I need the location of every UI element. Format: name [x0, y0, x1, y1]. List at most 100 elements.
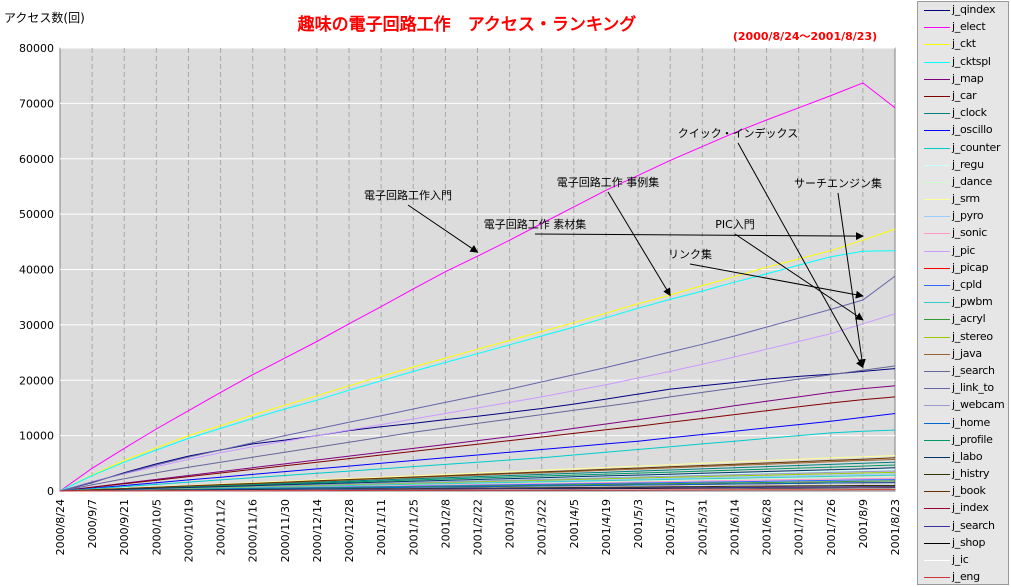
- legend-item: j_search: [918, 518, 1008, 535]
- x-tick-label: 2001/1/25: [407, 499, 420, 555]
- legend-swatch: [924, 525, 950, 527]
- legend-swatch: [924, 370, 950, 372]
- series-line-j-oscillo: [59, 413, 896, 492]
- x-tick-label: 2000/9/7: [86, 499, 99, 548]
- legend-label: j_pwbm: [952, 295, 993, 309]
- y-tick-label: 30000: [19, 319, 54, 332]
- series-line-j-ckt: [59, 228, 896, 492]
- legend-swatch: [924, 439, 950, 441]
- annotation-arrow: [607, 191, 671, 297]
- legend-swatch: [924, 542, 950, 544]
- x-tick-label: 2001/1/11: [375, 499, 388, 555]
- legend-swatch: [924, 474, 950, 476]
- annotation-arrow: [734, 233, 864, 321]
- legend-item: j_ic: [918, 552, 1008, 569]
- y-axis-label: アクセス数(回): [4, 10, 85, 25]
- legend-label: j_clock: [952, 106, 987, 120]
- legend-label: j_eng: [952, 570, 980, 584]
- legend-item: j_pyro: [918, 208, 1008, 225]
- legend-label: j_profile: [952, 432, 993, 446]
- legend-label: j_cktspl: [952, 54, 991, 68]
- legend-item: j_java: [918, 346, 1008, 363]
- series-line-j-pic: [59, 313, 896, 492]
- legend-label: j_map: [952, 71, 984, 85]
- legend-item: j_dance: [918, 174, 1008, 191]
- x-tick-label: 2001/2/22: [472, 499, 485, 555]
- legend-swatch: [924, 250, 950, 252]
- y-tick-labels: 0 10000 20000 30000 40000 50000 60000 70000 8000…: [19, 42, 54, 498]
- x-tick-label: 2000/12/14: [311, 499, 324, 562]
- legend-item: j_histry: [918, 466, 1008, 483]
- annotation-label: リンク集: [668, 247, 712, 261]
- legend-item: j_stereo: [918, 329, 1008, 346]
- x-tick-label: 2001/2/8: [439, 499, 452, 548]
- legend-item: j_home: [918, 415, 1008, 432]
- legend-label: j_srm: [952, 192, 980, 206]
- legend-swatch: [924, 164, 950, 166]
- legend-label: j_index: [952, 501, 989, 515]
- legend-item: j_clock: [918, 105, 1008, 122]
- legend-label: j_java: [952, 346, 982, 360]
- legend-swatch: [924, 10, 950, 11]
- series-line-j-profile: [59, 464, 896, 492]
- legend-item: j_webcam: [918, 397, 1008, 414]
- legend-label: j_search: [952, 518, 995, 532]
- legend-label: j_qindex: [952, 3, 996, 16]
- series-line-j-book: [59, 457, 896, 492]
- legend-label: j_cpld: [952, 278, 982, 291]
- legend-label: j_webcam: [952, 398, 1005, 412]
- x-tick-label: 2001/4/5: [568, 499, 581, 548]
- series-line-j-qindex: [59, 368, 896, 492]
- legend-label: j_labo: [952, 449, 983, 463]
- legend-swatch: [924, 577, 950, 579]
- y-tick-label: 40000: [19, 264, 54, 277]
- x-tick-label: 2000/8/24: [54, 499, 67, 555]
- legend-swatch: [924, 233, 950, 235]
- legend-item: j_shop: [918, 535, 1008, 552]
- legend-item: j_index: [918, 500, 1008, 517]
- legend-item: j_ckt: [918, 36, 1008, 53]
- legend-swatch: [924, 113, 950, 115]
- x-tick-label: 2001/6/14: [728, 499, 741, 555]
- legend-swatch: [924, 405, 950, 407]
- legend-label: j_car: [952, 88, 977, 102]
- legend-swatch: [924, 285, 950, 286]
- legend: j_qindex j_elect j_ckt j_cktspl j_map j_car j_…: [917, 1, 1009, 585]
- legend-swatch: [924, 147, 950, 149]
- legend-item: j_profile: [918, 432, 1008, 449]
- legend-item: j_cktspl: [918, 54, 1008, 71]
- series-lines: [59, 82, 896, 492]
- legend-label: j_pyro: [952, 209, 984, 223]
- y-tick-label: 80000: [19, 42, 54, 55]
- annotation-arrow: [407, 204, 479, 253]
- legend-swatch: [924, 267, 950, 269]
- legend-item: j_map: [918, 71, 1008, 88]
- x-tick-label: 2001/5/3: [632, 499, 645, 548]
- x-tick-label: 2001/8/9: [857, 499, 870, 548]
- annotation-label: PIC入門: [715, 218, 755, 231]
- series-line-j-pwbm: [59, 474, 896, 492]
- legend-label: j_search: [952, 363, 995, 377]
- legend-swatch: [924, 422, 950, 424]
- legend-item: j_pic: [918, 243, 1008, 260]
- legend-label: j_shop: [952, 535, 986, 549]
- annotation-arrow: [837, 192, 866, 368]
- series-line-j-map: [59, 385, 896, 492]
- legend-swatch: [924, 560, 950, 561]
- annotation-label: 電子回路工作入門: [364, 189, 452, 202]
- legend-item: j_book: [918, 483, 1008, 500]
- series-line-j-elect: [59, 82, 896, 492]
- legend-swatch: [924, 199, 950, 201]
- legend-swatch: [924, 353, 950, 355]
- legend-item: j_elect: [918, 19, 1008, 36]
- series-line-j-eng: [59, 489, 895, 492]
- legend-item: j_picap: [918, 260, 1008, 277]
- y-tick-label: 50000: [19, 208, 54, 221]
- annotation-label: サーチエンジン集: [794, 176, 882, 190]
- legend-item: j_regu: [918, 157, 1008, 174]
- legend-swatch: [924, 302, 950, 304]
- legend-label: j_counter: [952, 140, 1001, 154]
- legend-label: j_book: [952, 484, 986, 498]
- x-tick-label: 2001/5/31: [696, 499, 709, 555]
